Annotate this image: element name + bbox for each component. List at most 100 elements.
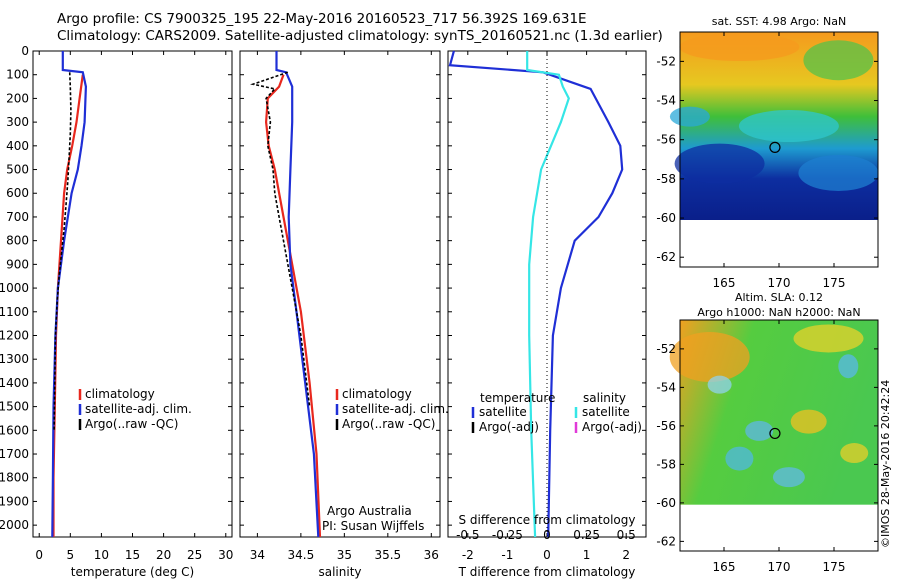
- y-tick-label: 400: [6, 139, 29, 153]
- y-tick-label: 2000: [0, 518, 29, 532]
- float-position-marker: [769, 427, 781, 440]
- x-tick-label: -2: [462, 548, 474, 562]
- map-patch: [745, 420, 774, 441]
- y-tick-label: 1400: [0, 376, 29, 390]
- y-tick-label: -54: [656, 380, 676, 394]
- map-patch: [840, 443, 869, 464]
- y-tick-label: 1500: [0, 400, 29, 414]
- x-tick-label: 34: [250, 548, 265, 562]
- y-tick-label: -58: [656, 172, 676, 186]
- x-tick-label: 34.5: [288, 548, 315, 562]
- x-axis-label: T difference from climatology: [458, 565, 636, 579]
- y-tick-label: 1300: [0, 352, 29, 366]
- series-line-satellite: [448, 50, 624, 538]
- y-tick-label: 100: [6, 68, 29, 82]
- x-tick-label: 0: [35, 548, 43, 562]
- map-patch: [790, 409, 827, 434]
- legend-entry: climatology: [342, 387, 412, 401]
- legend-entry: satellite-adj. clim.: [85, 402, 192, 416]
- legend-entry: Argo(-adj): [582, 420, 642, 434]
- float-position-marker: [769, 141, 781, 153]
- x-tick-label: 30: [218, 548, 233, 562]
- y-tick-label: 1000: [0, 281, 29, 295]
- s-tick-label: 0: [543, 528, 551, 542]
- map-title: Altim. SLA: 0.12: [735, 291, 823, 304]
- legend-entry: Argo(..raw -QC): [342, 417, 435, 431]
- series-line-climatology: [264, 74, 322, 538]
- legend-entry: satellite: [582, 405, 630, 419]
- y-tick-label: 1200: [0, 328, 29, 342]
- s-axis-label: S difference from climatology: [459, 513, 636, 527]
- legend-entry: temperature: [480, 391, 555, 405]
- y-tick-label: 300: [6, 115, 29, 129]
- s-tick-label: 0.25: [573, 528, 600, 542]
- figure-title-line1: Argo profile: CS 7900325_195 22-May-2016…: [57, 11, 587, 27]
- plot-frame: [32, 50, 233, 538]
- y-tick-label: -56: [656, 133, 676, 147]
- map-patch: [669, 331, 750, 382]
- s-tick-label: 0.5: [617, 528, 636, 542]
- s-tick-label: -0.25: [492, 528, 523, 542]
- y-tick-label: 1900: [0, 494, 29, 508]
- figure-title-line2: Climatology: CARS2009. Satellite-adjuste…: [57, 28, 663, 44]
- legend-entry: Argo(..raw -QC): [85, 417, 178, 431]
- y-tick-label: -62: [656, 250, 676, 264]
- legend-entry: salinity: [583, 391, 626, 405]
- y-tick-label: 1700: [0, 447, 29, 461]
- x-axis-label: temperature (deg C): [71, 565, 194, 579]
- map-sla-map: -52 -54 -56 -58 -60 -62 165 170 175: [656, 319, 879, 574]
- panel-salinity: 34 34.5 35 35.5 36 salinity: [239, 50, 441, 579]
- x-tick-label: 36: [424, 548, 439, 562]
- y-tick-label: 0: [21, 44, 29, 58]
- x-tick-label: 170: [768, 276, 791, 290]
- x-tick-label: 0: [543, 548, 551, 562]
- series-line-satellite: [51, 51, 88, 538]
- y-tick-label: 500: [6, 163, 29, 177]
- map-patch: [674, 143, 765, 184]
- series-line-s_satellite: [526, 51, 570, 538]
- annotation-line: PI: Susan Wijffels: [322, 519, 424, 533]
- x-tick-label: 35: [337, 548, 352, 562]
- x-tick-label: 35.5: [374, 548, 401, 562]
- y-tick-label: 1800: [0, 471, 29, 485]
- x-tick-label: 20: [156, 548, 171, 562]
- s-tick-label: -0.5: [456, 528, 479, 542]
- map-patch: [707, 375, 732, 394]
- series-line-satellite: [275, 51, 320, 538]
- y-tick-label: 600: [6, 186, 29, 200]
- y-tick-label: -60: [656, 211, 676, 225]
- map-patch: [725, 446, 754, 471]
- x-tick-label: 170: [768, 560, 791, 574]
- map-patch: [798, 155, 879, 191]
- y-tick-label: 700: [6, 210, 29, 224]
- map-patch: [793, 324, 864, 353]
- y-tick-label: 200: [6, 91, 29, 105]
- legend-entry: climatology: [85, 387, 155, 401]
- map-patch: [838, 354, 859, 379]
- y-tick-label: -60: [656, 496, 676, 510]
- y-tick-label: -54: [656, 94, 676, 108]
- x-tick-label: 175: [823, 560, 846, 574]
- legend-entry: satellite-adj. clim.: [342, 402, 449, 416]
- map-patch: [669, 106, 710, 127]
- map-patch: [679, 33, 800, 62]
- copyright-note: ©IMOS 28-May-2016 20:42:24: [879, 380, 892, 548]
- x-tick-label: 165: [713, 560, 736, 574]
- x-tick-label: 25: [187, 548, 202, 562]
- x-tick-label: -1: [501, 548, 513, 562]
- x-tick-label: 1: [583, 548, 591, 562]
- y-tick-label: -56: [656, 419, 676, 433]
- map-title: Argo h1000: NaN h2000: NaN: [697, 306, 860, 319]
- y-tick-label: -52: [656, 54, 676, 68]
- x-tick-label: 10: [94, 548, 109, 562]
- map-sst-map: -52 -54 -56 -58 -60 -62 165 170 175: [656, 31, 879, 290]
- map-patch: [772, 467, 805, 488]
- y-tick-label: 800: [6, 234, 29, 248]
- series-line-argo: [53, 72, 72, 431]
- y-tick-label: 900: [6, 257, 29, 271]
- land-area: [680, 504, 878, 551]
- x-tick-label: 165: [713, 276, 736, 290]
- x-tick-label: 5: [66, 548, 74, 562]
